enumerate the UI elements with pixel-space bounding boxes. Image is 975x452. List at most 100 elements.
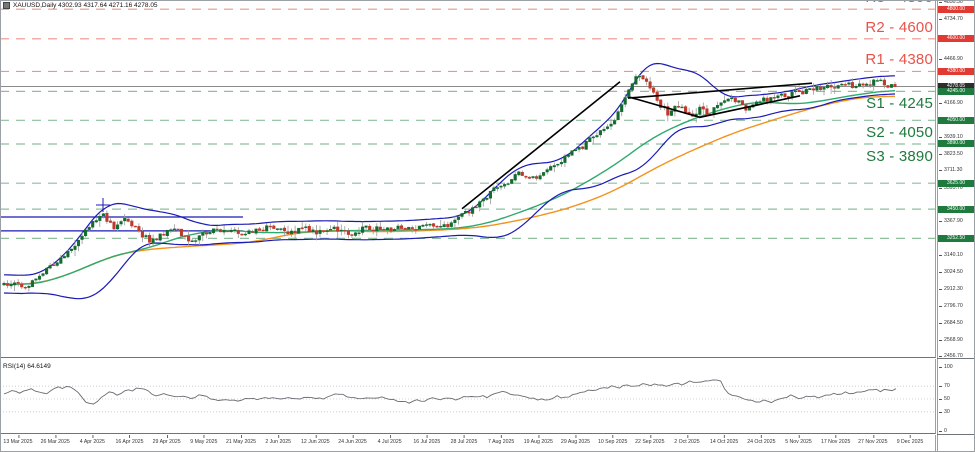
candlestick-series[interactable] — [2, 74, 897, 292]
candle-body — [357, 232, 361, 234]
level-label-r1: R1 - 4380 — [865, 51, 933, 69]
price-tag-3625-00: 3625.00 — [938, 179, 974, 187]
rsi-canvas[interactable] — [0, 359, 936, 434]
candle-body — [130, 220, 134, 227]
candle-body — [428, 224, 432, 226]
candle-body — [265, 225, 269, 232]
candle-body — [385, 227, 389, 231]
candle-body — [652, 87, 656, 93]
candle-body — [499, 185, 503, 188]
candle-body — [211, 228, 216, 234]
date-label: 27 Nov 2025 — [858, 435, 888, 445]
candle-body — [87, 227, 91, 230]
price-chart-pane[interactable] — [0, 0, 936, 358]
candle-body — [307, 225, 311, 233]
date-label: 5 Nov 2025 — [785, 435, 812, 445]
price-tag-4600-00: 4600.00 — [938, 35, 974, 43]
candle-body — [94, 220, 98, 223]
date-label: 17 Nov 2025 — [820, 435, 851, 445]
candle-body — [577, 147, 581, 150]
price-tick: 2796.70 — [939, 302, 963, 309]
candle-body — [403, 227, 407, 230]
rsi-pane[interactable] — [0, 359, 936, 434]
candle-body — [243, 233, 247, 236]
collapse-box-icon[interactable] — [3, 1, 10, 9]
candle-body — [460, 213, 464, 217]
candle-body — [875, 80, 879, 82]
candle-body — [719, 102, 723, 106]
candle-body — [424, 224, 429, 226]
price-tick: 4734.70 — [939, 15, 963, 22]
candle-body — [886, 85, 890, 88]
candle-body — [16, 282, 20, 284]
candle-body — [730, 97, 734, 100]
candle-body — [456, 216, 460, 220]
date-label: 2 Jun 2025 — [265, 435, 291, 445]
candle-body — [797, 90, 801, 93]
candle-body — [527, 176, 531, 179]
candle-body — [105, 212, 109, 222]
candle-body — [882, 79, 886, 86]
candle-body — [850, 82, 854, 89]
candle-body — [272, 225, 276, 229]
candle-body — [222, 230, 226, 233]
trendline-1 — [629, 96, 701, 119]
candle-body — [350, 234, 354, 236]
candle-body — [247, 230, 251, 235]
level-label-r2: R2 - 4600 — [865, 18, 933, 36]
candle-body — [226, 230, 230, 233]
date-label: 16 Jul 2025 — [413, 435, 441, 445]
candle-body — [23, 286, 27, 289]
candle-body — [634, 76, 638, 85]
candle-body — [137, 226, 141, 231]
candle-body — [637, 75, 641, 78]
candle-body — [872, 79, 876, 86]
price-axis[interactable]: 4850.304734.704586.904466.904166.903939.… — [937, 0, 975, 452]
candle-body — [27, 285, 31, 288]
candle-body — [481, 198, 485, 202]
date-label: 7 Aug 2025 — [488, 435, 515, 445]
candle-body — [368, 225, 372, 231]
candle-body — [609, 123, 613, 127]
date-label: 28 Jul 2025 — [450, 435, 478, 445]
candle-body — [69, 248, 73, 251]
candle-body — [439, 225, 443, 228]
date-label: 24 Oct 2025 — [747, 435, 776, 445]
date-label: 14 Oct 2025 — [710, 435, 739, 445]
candle-body — [389, 227, 393, 232]
candle-body — [545, 169, 549, 173]
price-chart-canvas[interactable] — [0, 0, 936, 358]
candle-body — [705, 108, 709, 115]
candle-body — [76, 239, 81, 247]
candle-body — [290, 230, 294, 235]
candle-body — [148, 234, 152, 243]
candle-body — [353, 232, 358, 236]
axis-sep-price — [937, 358, 975, 359]
candle-body — [119, 221, 123, 225]
candle-body — [407, 226, 411, 230]
candle-body — [623, 97, 627, 105]
candle-body — [417, 225, 421, 230]
candle-body — [485, 198, 489, 200]
candle-body — [208, 232, 212, 235]
candle-body — [868, 84, 872, 86]
candle-body — [794, 90, 798, 92]
candle-body — [648, 81, 652, 89]
price-tag-4800-00: 4800.00 — [938, 5, 974, 13]
price-tick: 3367.90 — [939, 218, 963, 225]
candle-body — [282, 227, 287, 232]
candle-body — [503, 184, 507, 187]
candle-body — [467, 211, 471, 214]
candle-body — [684, 106, 688, 113]
candle-body — [20, 283, 24, 288]
price-tag-3450-00: 3450.00 — [938, 205, 974, 213]
level-label-s3: S3 - 3890 — [866, 147, 933, 165]
candle-body — [435, 225, 439, 228]
candle-body — [843, 84, 847, 86]
candle-body — [783, 93, 787, 97]
rsi-tick: 70 — [939, 383, 950, 390]
date-label: 12 Jun 2025 — [301, 435, 330, 445]
candle-body — [2, 282, 6, 286]
candle-body — [364, 225, 368, 228]
